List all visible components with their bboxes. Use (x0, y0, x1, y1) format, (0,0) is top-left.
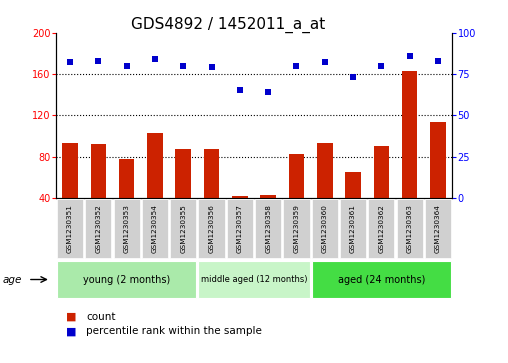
Bar (317, 143, 333, 198)
Text: ■: ■ (66, 326, 77, 336)
Text: GDS4892 / 1452011_a_at: GDS4892 / 1452011_a_at (132, 16, 326, 33)
Bar (345, 172, 361, 198)
Bar (204, 149, 219, 198)
Point (207, 65, 215, 70)
Text: GSM1230357: GSM1230357 (237, 204, 243, 253)
Point (405, 53, 414, 59)
Text: GSM1230361: GSM1230361 (350, 204, 356, 253)
Bar (147, 133, 163, 198)
Bar (261, 195, 276, 198)
Text: GSM1230351: GSM1230351 (67, 204, 73, 253)
Point (66, 60, 74, 65)
Text: percentile rank within the sample: percentile rank within the sample (86, 326, 262, 336)
Text: GSM1230355: GSM1230355 (180, 204, 186, 253)
Point (94, 58, 103, 64)
Point (321, 60, 329, 65)
Point (236, 87, 244, 93)
Bar (175, 149, 191, 198)
Bar (289, 155, 304, 198)
Bar (430, 122, 446, 198)
Text: ■: ■ (66, 312, 77, 322)
Text: middle aged (12 months): middle aged (12 months) (201, 275, 307, 284)
Text: count: count (86, 312, 116, 322)
Text: GSM1230358: GSM1230358 (265, 204, 271, 253)
Text: GSM1230353: GSM1230353 (123, 204, 130, 253)
Text: GSM1230360: GSM1230360 (322, 204, 328, 253)
Point (434, 58, 442, 64)
Text: age: age (3, 274, 22, 285)
Bar (119, 159, 135, 198)
Text: aged (24 months): aged (24 months) (338, 274, 425, 285)
Point (377, 63, 386, 69)
Point (179, 63, 187, 69)
Text: GSM1230363: GSM1230363 (407, 204, 412, 253)
Text: GSM1230356: GSM1230356 (209, 204, 214, 253)
Bar (62, 143, 78, 198)
Text: GSM1230359: GSM1230359 (294, 204, 299, 253)
Bar (373, 146, 389, 198)
Text: GSM1230352: GSM1230352 (96, 204, 101, 253)
Point (122, 63, 131, 69)
Text: GSM1230354: GSM1230354 (152, 204, 158, 253)
Point (349, 74, 357, 80)
Text: young (2 months): young (2 months) (83, 274, 170, 285)
Point (151, 56, 159, 62)
Text: GSM1230362: GSM1230362 (378, 204, 385, 253)
Point (264, 89, 272, 95)
Point (293, 63, 301, 69)
Text: GSM1230364: GSM1230364 (435, 204, 441, 253)
Bar (90, 144, 106, 198)
Bar (232, 196, 247, 198)
Bar (402, 71, 418, 198)
